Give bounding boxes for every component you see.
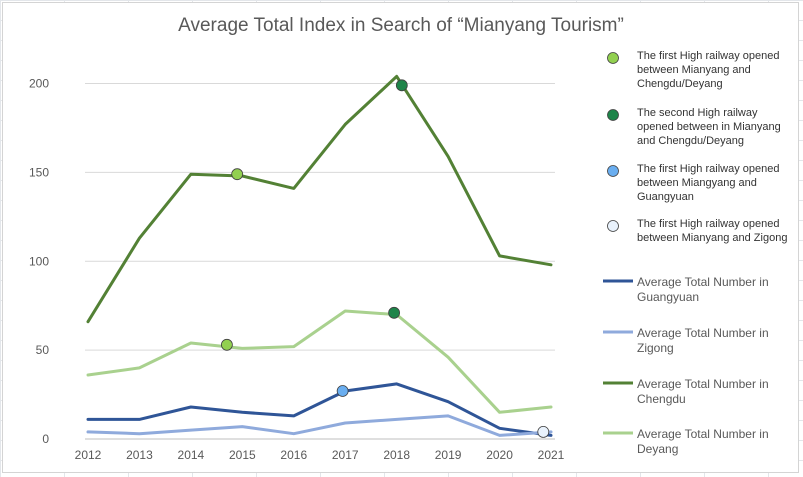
legend: The first High railway opened between Mia…: [603, 50, 787, 456]
y-tick-label: 100: [29, 254, 49, 268]
event-marker-second-chengdu[interactable]: [395, 79, 408, 92]
event-marker-first-chengdu[interactable]: [231, 168, 244, 181]
event-marker-first-guangyuan[interactable]: [336, 385, 349, 397]
legend-series-label: Zigong: [637, 341, 674, 355]
legend-marker-first-guangyuan: [607, 165, 619, 177]
legend-marker-first-chengdu: [607, 52, 619, 64]
x-tick-label: 2016: [280, 448, 307, 462]
legend-series-label: Average Total Number in: [637, 275, 769, 289]
gridlines: [85, 83, 555, 440]
axis-labels: 0 50 100 150 200 2012 2013 2014 2015 2016 2017 2018…: [29, 77, 565, 462]
series-line-guangyuan[interactable]: [86, 382, 553, 437]
legend-series-label: Chengdu: [637, 392, 686, 406]
legend-marker-second-chengdu: [607, 109, 619, 121]
event-marker-first-chengdu[interactable]: [220, 338, 233, 351]
legend-event-label: between Mianyang and Zigong: [637, 232, 787, 244]
x-tick-label: 2013: [126, 448, 153, 462]
legend-event-label: Guangyuan: [637, 191, 694, 203]
x-tick-label: 2014: [178, 448, 205, 462]
x-tick-label: 2012: [75, 448, 102, 462]
legend-event-label: The first High railway opened: [637, 218, 779, 230]
legend-event-label: The first High railway opened: [637, 163, 779, 175]
legend-marker-first-zigong: [607, 220, 619, 232]
x-tick-label: 2018: [383, 448, 410, 462]
x-tick-label: 2015: [229, 448, 256, 462]
series-line-zigong[interactable]: [86, 414, 553, 437]
legend-series-label: Average Total Number in: [637, 326, 769, 340]
legend-event-label: and Chengdu/Deyang: [637, 135, 744, 147]
legend-event-label: between Miangyang and: [637, 177, 757, 189]
chart-title: Average Total Index in Search of “Mianya…: [178, 15, 624, 36]
legend-series-label: Average Total Number in: [637, 377, 769, 391]
series-line-chengdu[interactable]: [86, 74, 553, 324]
y-tick-label: 200: [29, 77, 49, 91]
y-tick-label: 50: [36, 343, 50, 357]
x-tick-label: 2021: [538, 448, 565, 462]
legend-event-label: between Mianyang and: [637, 64, 751, 76]
x-tick-label: 2019: [435, 448, 462, 462]
legend-series-label: Guangyuan: [637, 290, 699, 304]
x-tick-label: 2017: [332, 448, 359, 462]
series-lines: [86, 74, 553, 437]
legend-event-label: Chengdu/Deyang: [637, 78, 723, 90]
legend-event-label: The second High railway: [637, 107, 758, 119]
y-tick-label: 150: [29, 165, 49, 179]
legend-event-label: opened between in Mianyang: [637, 121, 781, 133]
legend-series-label: Average Total Number in: [637, 427, 769, 441]
legend-event-label: The first High railway opened: [637, 50, 779, 62]
series-line-deyang[interactable]: [86, 309, 553, 414]
event-markers: [220, 79, 550, 438]
legend-series-label: Deyang: [637, 442, 678, 456]
event-marker-second-chengdu[interactable]: [388, 306, 400, 319]
line-chart: Average Total Index in Search of “Mianya…: [29, 15, 787, 462]
x-tick-label: 2020: [486, 448, 513, 462]
event-marker-first-zigong[interactable]: [537, 425, 550, 438]
y-tick-label: 0: [42, 432, 49, 446]
